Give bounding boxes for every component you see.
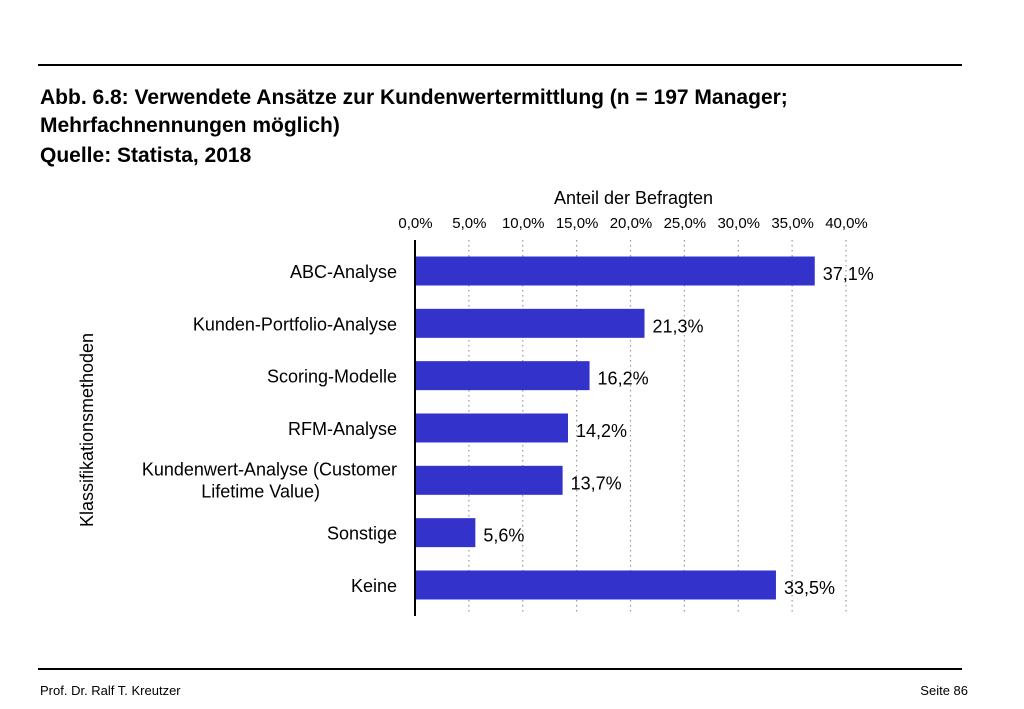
x-tick-label: 40,0% (825, 215, 868, 232)
footer-page-number: Seite 86 (920, 683, 968, 698)
bar (416, 518, 476, 548)
x-tick-label: 35,0% (771, 215, 814, 232)
x-tick-label: 0,0% (398, 215, 432, 232)
bar (416, 413, 569, 443)
x-tick-label: 20,0% (610, 215, 653, 232)
bar (416, 256, 815, 286)
bar (416, 570, 776, 600)
data-label: 21,3% (653, 316, 704, 336)
data-label: 5,6% (483, 526, 524, 546)
top-rule (38, 64, 962, 66)
category-label-continued: Lifetime Value) (201, 481, 320, 501)
x-tick-label: 15,0% (556, 215, 599, 232)
bar (416, 465, 563, 495)
page-title: Abb. 6.8: Verwendete Ansätze zur Kundenw… (40, 86, 788, 109)
data-label: 16,2% (598, 369, 649, 389)
footer-author: Prof. Dr. Ralf T. Kreutzer (40, 683, 181, 698)
category-label: Scoring-Modelle (267, 367, 397, 387)
x-axis-title: Anteil der Befragten (554, 188, 713, 208)
category-label: Kundenwert-Analyse (Customer (142, 459, 397, 479)
category-label: RFM-Analyse (288, 419, 397, 439)
category-label: Sonstige (327, 524, 397, 544)
category-label: ABC-Analyse (290, 262, 397, 282)
data-label: 33,5% (784, 578, 835, 598)
data-label: 13,7% (571, 473, 622, 493)
x-tick-label: 30,0% (717, 215, 760, 232)
x-tick-label: 10,0% (502, 215, 545, 232)
y-axis-title: Klassifikationsmethoden (77, 333, 97, 527)
bar (416, 361, 590, 391)
bottom-rule (38, 668, 962, 670)
category-label: Keine (351, 576, 397, 596)
bar (416, 308, 645, 338)
page-title-continued: Mehrfachnennungen möglich) (40, 114, 340, 137)
x-tick-label: 5,0% (452, 215, 486, 232)
data-label: 37,1% (823, 264, 874, 284)
category-label: Kunden-Portfolio-Analyse (193, 314, 397, 334)
x-tick-label: 25,0% (664, 215, 707, 232)
source-line: Quelle: Statista, 2018 (40, 144, 252, 167)
data-label: 14,2% (576, 421, 627, 441)
